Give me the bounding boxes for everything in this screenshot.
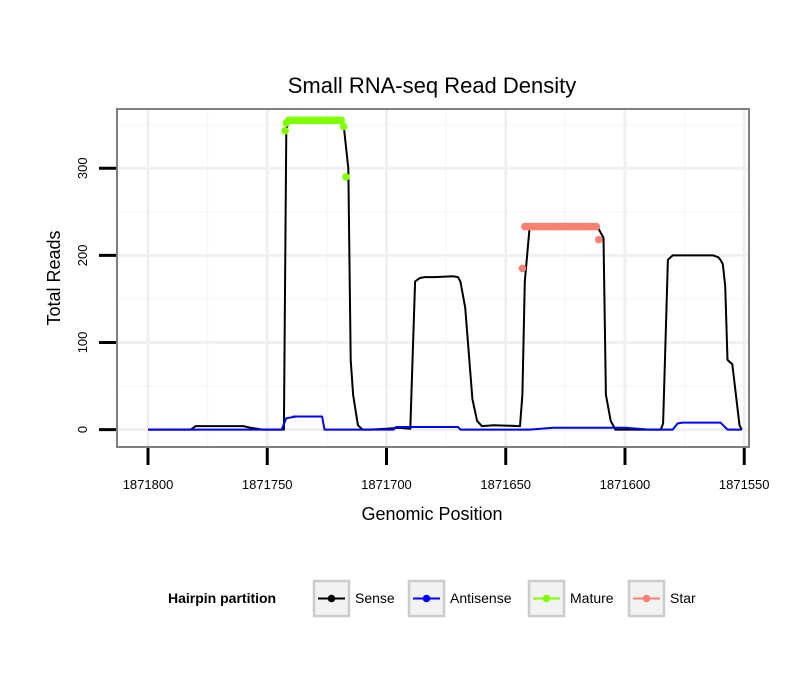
x-axis-title: Genomic Position	[361, 504, 502, 524]
y-tick-label: 0	[75, 426, 90, 433]
y-axis: 0 100 200 300	[75, 157, 116, 433]
legend-label: Antisense	[450, 590, 512, 606]
y-tick-label: 200	[75, 244, 90, 266]
star-point	[518, 264, 527, 273]
mature-point	[281, 126, 289, 135]
plot-panel	[116, 108, 750, 448]
legend-item-antisense: Antisense	[407, 579, 512, 618]
y-axis-title: Total Reads	[44, 230, 64, 325]
legend-label: Sense	[355, 590, 395, 606]
star-point	[592, 222, 601, 231]
legend-label: Mature	[570, 590, 614, 606]
legend-item-mature: Mature	[527, 579, 614, 618]
legend-label: Star	[670, 590, 696, 606]
legend: Hairpin partition Sense Antisense Mature St…	[168, 579, 696, 618]
legend-item-star: Star	[627, 579, 696, 618]
legend-title: Hairpin partition	[168, 590, 276, 606]
legend-key-point	[422, 594, 431, 603]
antisense-series-line	[148, 415, 742, 431]
minor-grid	[117, 109, 749, 447]
legend-key-point	[642, 594, 651, 603]
x-tick-label: 1871800	[123, 477, 174, 492]
mature-point	[337, 116, 345, 125]
series-layer	[148, 116, 743, 431]
legend-item-sense: Sense	[312, 579, 395, 618]
legend-key-point	[542, 594, 551, 603]
y-tick-label: 300	[75, 157, 90, 179]
x-axis: 1871800 1871750 1871700 1871650 1871600 18715…	[123, 448, 770, 492]
legend-key-point	[327, 594, 336, 603]
x-tick-label: 1871700	[361, 477, 412, 492]
x-tick-label: 1871550	[719, 477, 770, 492]
mature-point	[342, 173, 350, 181]
chart-title: Small RNA-seq Read Density	[288, 73, 577, 98]
x-tick-label: 1871650	[480, 477, 531, 492]
legend-entries: Sense Antisense Mature Star	[312, 579, 696, 618]
mature-point	[339, 122, 348, 131]
star-point	[594, 235, 603, 244]
x-tick-label: 1871750	[242, 477, 293, 492]
y-tick-label: 100	[75, 332, 90, 354]
x-tick-label: 1871600	[600, 477, 651, 492]
panel-border	[116, 108, 750, 448]
